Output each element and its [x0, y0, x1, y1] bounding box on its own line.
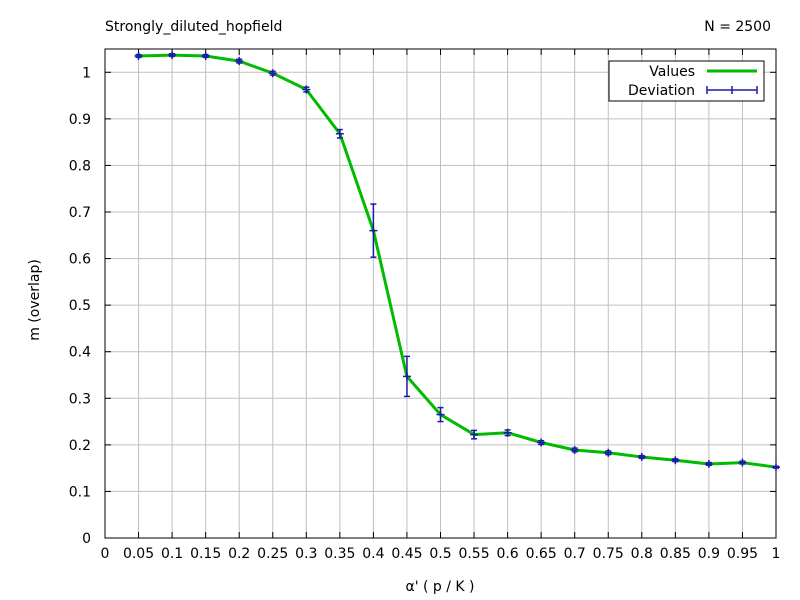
x-tick-label: 0.45: [391, 546, 422, 562]
x-tick-label: 0: [101, 546, 110, 562]
deviation-point: [704, 459, 713, 468]
deviation-point: [671, 456, 680, 465]
y-tick-label: 0.6: [69, 252, 91, 268]
y-tick-label: 0.5: [69, 298, 91, 314]
x-tick-label: 0.1: [161, 546, 183, 562]
y-tick-label: 0.9: [69, 112, 91, 128]
x-tick-label: 0.35: [324, 546, 355, 562]
series-layer: [134, 51, 780, 472]
x-tick-label: 0.75: [593, 546, 624, 562]
x-axis-label: α' ( p / K ): [405, 579, 474, 595]
deviation-point: [738, 458, 747, 467]
x-tick-label: 0.15: [190, 546, 221, 562]
deviation-point: [268, 69, 277, 78]
legend: Values Deviation: [608, 60, 765, 102]
deviation-point: [537, 438, 546, 447]
deviation-point: [570, 445, 579, 454]
deviation-point: [637, 452, 646, 461]
x-tick-labels: 0 0.05 0.1 0.15 0.2 0.25 0.3 0.35 0.4 0.45 0.5 0.55…: [101, 546, 781, 562]
y-tick-label: 0.2: [69, 438, 91, 454]
deviation-point: [168, 51, 177, 60]
values-line: [138, 53, 777, 469]
y-tick-label: 0.7: [69, 205, 91, 221]
deviation-point: [604, 448, 613, 457]
x-tick-label: 0.25: [257, 546, 288, 562]
deviation-point: [772, 463, 780, 472]
legend-label-deviation: Deviation: [628, 83, 695, 99]
y-tick-labels: 0 0.1 0.2 0.3 0.4 0.5 0.6 0.7 0.8 0.9 1: [69, 65, 91, 547]
y-tick-label: 0.3: [69, 391, 91, 407]
deviation-point: [335, 128, 344, 139]
y-tick-label: 0.8: [69, 158, 91, 174]
deviation-point: [402, 355, 411, 398]
x-tick-label: 0.2: [228, 546, 250, 562]
chart-annotation: N = 2500: [704, 19, 771, 35]
x-tick-label: 0.9: [698, 546, 720, 562]
deviation-point: [436, 406, 445, 423]
x-tick-label: 0.65: [526, 546, 557, 562]
x-tick-label: 0.05: [123, 546, 154, 562]
grid: [105, 49, 776, 538]
legend-label-values: Values: [649, 64, 695, 80]
x-tick-label: 0.4: [362, 546, 384, 562]
x-tick-label: 1: [772, 546, 781, 562]
y-tick-label: 1: [82, 65, 91, 81]
legend-swatch-deviation: [706, 86, 758, 94]
deviation-point: [302, 85, 311, 94]
y-tick-label: 0.4: [69, 345, 91, 361]
x-tick-label: 0.3: [295, 546, 317, 562]
deviation-point: [235, 57, 244, 66]
x-tick-label: 0.85: [660, 546, 691, 562]
x-tick-label: 0.95: [727, 546, 758, 562]
x-tick-label: 0.6: [496, 546, 518, 562]
x-tick-label: 0.55: [458, 546, 489, 562]
deviation-point: [369, 203, 378, 258]
legend-box: [608, 60, 765, 102]
deviation-point: [470, 429, 479, 440]
y-tick-label: 0.1: [69, 484, 91, 500]
x-tick-label: 0.7: [564, 546, 586, 562]
y-axis-label: m (overlap): [27, 259, 43, 341]
deviation-point: [503, 428, 512, 437]
chart-title: Strongly_diluted_hopfield: [105, 19, 282, 35]
deviation-point: [201, 51, 210, 60]
x-tick-label: 0.8: [631, 546, 653, 562]
x-tick-label: 0.5: [429, 546, 451, 562]
deviation-point: [134, 51, 143, 60]
y-tick-label: 0: [82, 531, 91, 547]
